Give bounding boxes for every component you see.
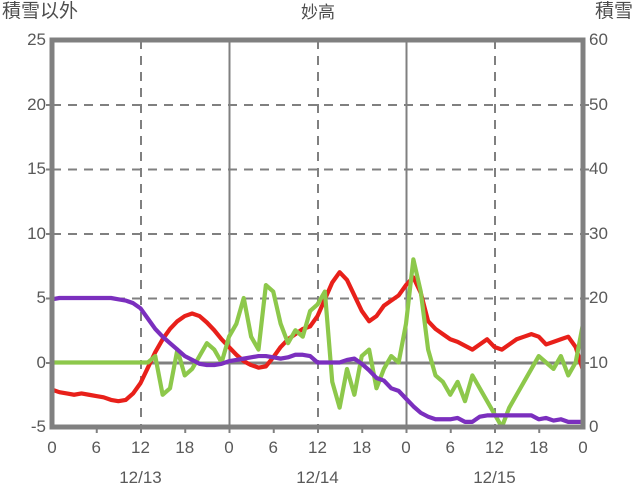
x-axis-tick-label: 0 (401, 438, 411, 457)
y-axis-right-tick-label: 0 (589, 417, 599, 436)
series-line-temperature (49, 270, 586, 404)
y-axis-right-tick-label: 10 (589, 352, 608, 372)
y-axis-right-tick-label: 20 (589, 288, 608, 307)
x-axis-date-label: 12/13 (119, 468, 162, 487)
x-axis-tick-label: 18 (175, 438, 195, 457)
x-axis-tick-label: 6 (268, 438, 278, 457)
x-axis-tick-label: 6 (91, 438, 101, 457)
x-axis-tick-label: 6 (445, 438, 455, 457)
grid-layer (52, 40, 583, 427)
y-axis-right-tick-label: 60 (589, 30, 608, 49)
x-axis-tick-label: 18 (529, 438, 549, 457)
y-axis-right-tick-label: 30 (589, 223, 608, 243)
left-axis-title: 積雪以外 (2, 1, 79, 22)
y-axis-left-tick-label: 20 (27, 94, 46, 114)
x-axis-date-label: 12/15 (473, 468, 516, 487)
axis-ticks (46, 104, 589, 433)
x-axis-tick-label: 12 (308, 438, 327, 457)
chart-title: 妙高 (301, 3, 335, 22)
series-line-snow-depth (49, 295, 586, 424)
x-axis-tick-label: 0 (47, 438, 57, 457)
y-axis-right-tick-label: 40 (589, 159, 608, 178)
y-axis-left-tick-label: 0 (36, 352, 46, 372)
series-lines (49, 257, 586, 430)
y-axis-left-tick-label: 10 (27, 223, 46, 243)
y-axis-left-tick-label: -5 (30, 417, 46, 436)
right-axis-title: 積雪 (594, 1, 633, 22)
y-axis-left-tick-label: 25 (27, 30, 46, 49)
x-axis-tick-label: 12 (131, 438, 150, 457)
x-axis-date-label: 12/14 (296, 468, 339, 487)
y-axis-left-tick-label: 15 (27, 159, 46, 178)
x-axis-tick-label: 12 (485, 438, 504, 457)
y-axis-right-tick-label: 50 (589, 94, 608, 114)
x-axis-tick-label: 0 (224, 438, 234, 457)
x-axis-tick-label: 0 (578, 438, 588, 457)
x-axis-tick-label: 18 (352, 438, 372, 457)
y-axis-left-tick-label: 5 (36, 288, 46, 307)
